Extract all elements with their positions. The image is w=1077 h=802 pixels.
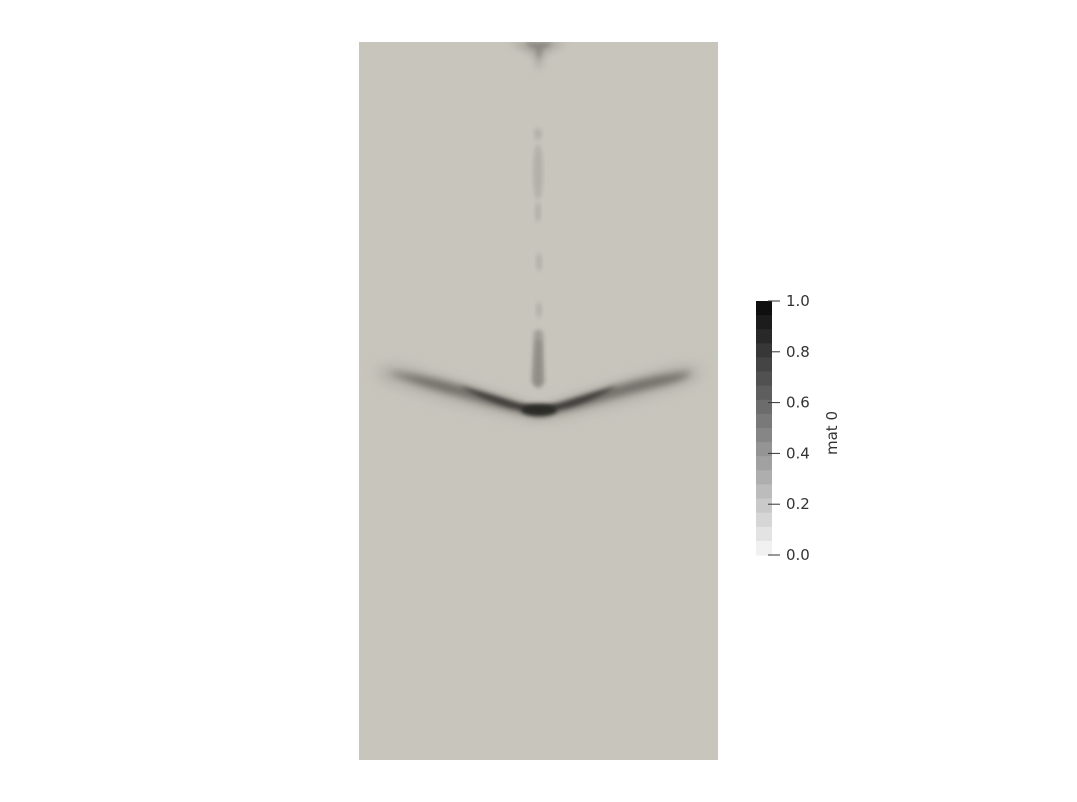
colorbar-band [756,442,772,457]
colorbar: 0.0 0.2 0.4 0.6 0.8 1.0 mat 0 [756,292,841,564]
colorbar-band [756,484,772,500]
colorbar-ticks: 0.0 0.2 0.4 0.6 0.8 1.0 [768,292,810,564]
colorbar-band [756,357,772,373]
colorbar-tick-label: 0.2 [786,495,810,513]
scalar-field-plot[interactable] [359,42,718,760]
colorbar-band [756,512,772,528]
colorbar-band [756,399,772,415]
colorbar-gradient [756,301,772,556]
colorbar-band [756,385,772,401]
colorbar-band [756,526,772,542]
colorbar-band [756,456,772,471]
colorbar-band [756,413,772,429]
colorbar-tick-label: 1.0 [786,292,810,310]
colorbar-band [756,301,772,316]
wings-band [376,365,702,421]
colorbar-tick-label: 0.6 [786,394,810,412]
colorbar-band [756,371,772,387]
center-stem [531,128,545,388]
colorbar-band [756,470,772,486]
colorbar-tick-label: 0.8 [786,343,810,361]
colorbar-band [756,329,772,344]
colorbar-band [756,315,772,330]
top-plume [509,42,567,72]
colorbar-title: mat 0 [823,411,841,455]
colorbar-tick-label: 0.0 [786,546,810,564]
colorbar-band [756,498,772,514]
colorbar-band [756,540,772,556]
colorbar-band [756,343,772,359]
colorbar-tick-label: 0.4 [786,444,810,462]
colorbar-band [756,428,772,443]
